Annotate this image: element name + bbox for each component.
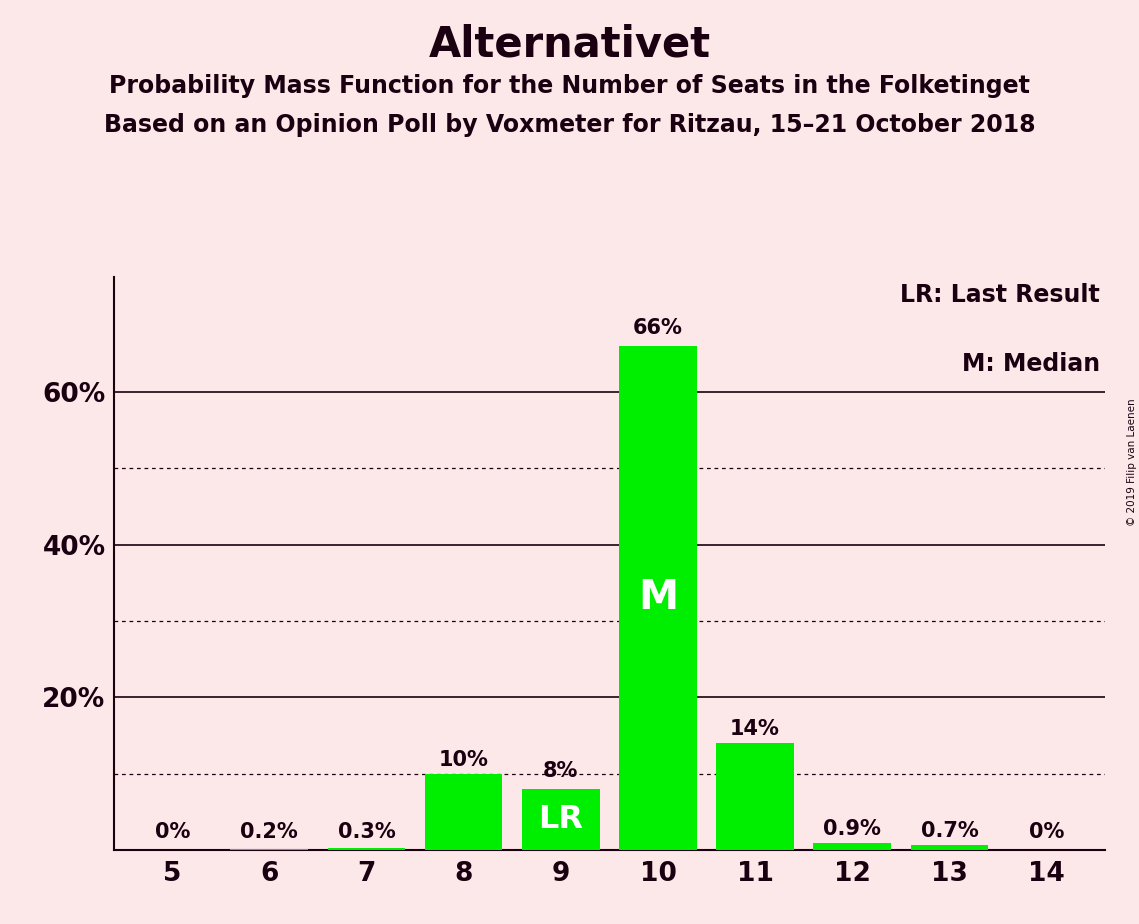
Text: 0%: 0% <box>155 822 190 843</box>
Text: 0.3%: 0.3% <box>337 822 395 843</box>
Bar <box>425 773 502 850</box>
Text: LR: Last Result: LR: Last Result <box>900 283 1100 307</box>
Text: © 2019 Filip van Laenen: © 2019 Filip van Laenen <box>1126 398 1137 526</box>
Bar <box>230 848 309 850</box>
Text: 0%: 0% <box>1029 822 1064 843</box>
Text: Alternativet: Alternativet <box>428 23 711 65</box>
Bar <box>910 845 989 850</box>
Text: M: M <box>638 578 678 618</box>
Text: 0.7%: 0.7% <box>920 821 978 841</box>
Text: 10%: 10% <box>439 750 489 770</box>
Text: Based on an Opinion Poll by Voxmeter for Ritzau, 15–21 October 2018: Based on an Opinion Poll by Voxmeter for… <box>104 113 1035 137</box>
Bar <box>716 743 794 850</box>
Bar <box>522 789 599 850</box>
Text: 0.9%: 0.9% <box>823 820 882 839</box>
Text: 66%: 66% <box>633 318 683 338</box>
Bar <box>328 848 405 850</box>
Text: 8%: 8% <box>543 761 579 782</box>
Text: 0.2%: 0.2% <box>240 822 298 843</box>
Bar <box>813 844 891 850</box>
Text: LR: LR <box>539 804 583 835</box>
Bar <box>620 346 697 850</box>
Text: Probability Mass Function for the Number of Seats in the Folketinget: Probability Mass Function for the Number… <box>109 74 1030 98</box>
Text: M: Median: M: Median <box>961 352 1100 376</box>
Text: 14%: 14% <box>730 719 780 739</box>
